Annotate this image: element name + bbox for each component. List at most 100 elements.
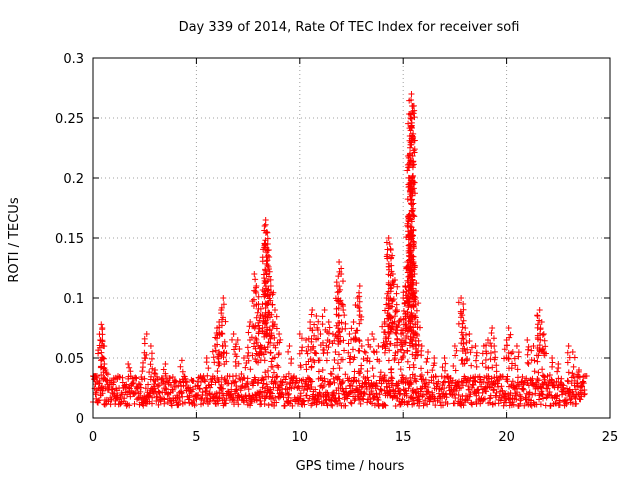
data-point — [311, 321, 318, 328]
data-point — [308, 364, 315, 371]
data-point — [468, 344, 475, 351]
data-point — [535, 377, 542, 384]
data-point — [571, 354, 578, 361]
data-point — [397, 316, 404, 323]
data-point — [381, 401, 388, 408]
data-point — [539, 332, 546, 339]
data-point — [492, 354, 499, 361]
data-point — [402, 388, 409, 395]
data-point — [275, 351, 282, 358]
data-point — [393, 301, 400, 308]
data-point — [326, 324, 333, 331]
data-point — [148, 355, 155, 362]
data-point — [401, 349, 408, 356]
data-point — [383, 383, 390, 390]
data-point — [377, 369, 384, 376]
data-point — [311, 359, 318, 366]
data-point — [508, 365, 515, 372]
data-point — [220, 301, 227, 308]
data-point — [540, 331, 547, 337]
data-point — [273, 399, 280, 406]
data-point — [414, 386, 421, 393]
data-point — [370, 348, 377, 355]
data-point — [410, 281, 417, 288]
data-point — [335, 338, 342, 345]
data-point — [460, 306, 467, 313]
data-point — [221, 361, 228, 368]
data-point — [305, 343, 312, 350]
data-point — [535, 352, 542, 359]
data-point — [537, 401, 544, 408]
data-point — [482, 356, 489, 363]
data-point — [265, 339, 272, 346]
data-point — [418, 372, 425, 379]
data-point — [154, 383, 161, 390]
data-point — [336, 376, 343, 383]
data-point — [313, 313, 320, 319]
data-point — [245, 329, 252, 336]
data-point — [241, 399, 248, 406]
y-tick-label: 0.05 — [55, 352, 84, 367]
data-point — [169, 374, 176, 381]
data-point — [269, 301, 276, 308]
data-point — [204, 372, 211, 379]
data-point — [524, 337, 531, 343]
data-point — [112, 374, 119, 381]
data-point — [394, 283, 401, 290]
data-point — [408, 115, 415, 122]
data-point — [373, 380, 380, 387]
data-point — [331, 379, 338, 386]
data-point — [216, 394, 223, 401]
data-point — [523, 375, 530, 382]
data-point — [212, 379, 219, 386]
data-point — [208, 381, 215, 388]
data-point — [418, 343, 425, 349]
data-point — [501, 390, 508, 397]
data-point — [406, 211, 413, 218]
data-point — [297, 390, 304, 397]
data-point — [196, 385, 203, 392]
data-point — [125, 361, 132, 367]
data-point — [382, 329, 389, 336]
data-point — [296, 331, 303, 337]
data-point — [263, 229, 270, 235]
data-point — [357, 400, 364, 407]
data-point — [267, 349, 274, 356]
data-point — [146, 369, 153, 376]
data-point — [96, 397, 103, 404]
data-point — [531, 368, 538, 375]
data-point — [167, 382, 174, 389]
data-point — [132, 374, 139, 381]
data-point — [404, 358, 411, 365]
data-point — [381, 372, 388, 379]
data-point — [264, 278, 271, 285]
data-point — [411, 271, 418, 277]
data-point — [536, 342, 543, 349]
data-point — [471, 377, 478, 384]
data-point — [256, 391, 263, 398]
data-point — [528, 402, 535, 409]
data-point — [580, 380, 587, 387]
data-point — [409, 109, 416, 115]
data-point — [251, 271, 258, 277]
data-point — [355, 377, 362, 384]
data-point — [390, 296, 397, 303]
data-point — [335, 390, 342, 397]
data-point — [279, 379, 286, 386]
data-point — [411, 190, 418, 197]
data-point — [413, 280, 420, 287]
data-point — [390, 281, 397, 288]
data-point — [573, 400, 580, 407]
data-point — [215, 362, 222, 369]
data-point — [147, 361, 154, 368]
data-point — [408, 336, 415, 343]
data-point — [289, 402, 296, 409]
data-point — [325, 330, 332, 337]
data-point — [316, 390, 323, 397]
data-point — [410, 130, 417, 137]
data-point — [413, 342, 420, 349]
data-point — [221, 338, 228, 345]
data-point — [406, 151, 413, 158]
data-point — [245, 357, 252, 364]
data-point — [132, 389, 139, 396]
